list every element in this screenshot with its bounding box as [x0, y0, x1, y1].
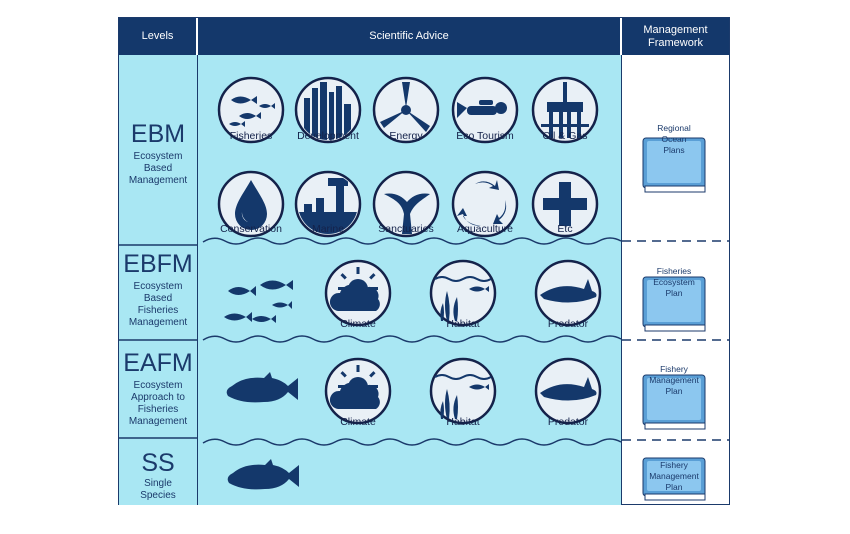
icon-label-habitat: Habitat — [446, 318, 480, 330]
level-abbr: EBM — [130, 120, 186, 148]
fish-group-icon — [224, 280, 293, 323]
icon-label-habitat: Habitat — [446, 416, 480, 428]
header-management-framework: Management Framework — [622, 18, 729, 55]
book-icon — [642, 276, 706, 332]
level-desc-line: Management — [128, 416, 188, 427]
level-desc: Ecosystem Based Fisheries Management — [119, 281, 197, 329]
level-abbr: EBFM — [123, 250, 193, 278]
level-eafm: EAFM Ecosystem Approach to Fisheries Man… — [119, 349, 197, 428]
diagram-frame: Levels Scientific Advice Management Fram… — [118, 17, 730, 505]
wave-separator-2 — [202, 335, 622, 343]
level-desc-line: Fisheries — [137, 404, 179, 415]
level-ebfm: EBFM Ecosystem Based Fisheries Managemen… — [119, 250, 197, 329]
plan-line: Management — [649, 375, 699, 385]
level-desc-line: Ecosystem — [133, 281, 183, 292]
level-desc: Ecosystem Based Management — [119, 151, 197, 187]
levels-column-panel — [119, 55, 197, 505]
water-drop-icon — [217, 170, 285, 238]
level-desc-line: Ecosystem — [133, 151, 183, 162]
sun-cloud-icon — [324, 357, 392, 425]
plan-line: Regional — [657, 123, 691, 133]
icon-label-eco-tourism: Eco Tourism — [456, 130, 514, 142]
level-desc-line: Approach to — [131, 392, 185, 403]
plan-line: Ocean — [661, 134, 687, 144]
icon-label-predator: Predator — [547, 416, 589, 428]
icon-label-oil-gas: Oil & Gas — [542, 130, 588, 142]
level-desc-line: Based — [143, 293, 173, 304]
level-desc-line: Based — [143, 163, 173, 174]
level-abbr: EAFM — [123, 349, 193, 377]
icon-label-climate: Climate — [340, 318, 376, 330]
header-advice-label: Scientific Advice — [369, 30, 449, 42]
whale-tail-icon — [372, 170, 440, 238]
header-levels: Levels — [119, 18, 197, 55]
plan-fishery-management: Fishery Management Plan — [644, 460, 704, 493]
icon-label-marine: Marine — [311, 223, 345, 235]
plan-line: Plan — [665, 288, 683, 298]
wave-separator-3 — [202, 438, 622, 446]
plan-regional-ocean: Regional Ocean Plans — [644, 123, 704, 156]
shark-icon — [534, 259, 602, 327]
header-management-label: Management Framework — [643, 23, 708, 49]
icon-label-conservation: Conservation — [220, 223, 282, 235]
fish-school-icon — [217, 76, 285, 144]
level-ebm: EBM Ecosystem Based Management — [119, 120, 197, 187]
plan-line: Plan — [665, 482, 683, 492]
level-desc-line: Fisheries — [137, 305, 179, 316]
icon-label-aquaculture: Aquaculture — [456, 223, 514, 235]
level-abbr: SS — [141, 449, 175, 477]
plan-line: Plans — [663, 145, 685, 155]
plan-fishery-management: Fishery Management Plan — [644, 364, 704, 397]
city-buildings-icon — [294, 76, 362, 144]
icon-label-sanctuaries: Sanctuaries — [378, 223, 434, 235]
icon-label-development: Development — [297, 130, 359, 142]
plan-fisheries-ecosystem: Fisheries Ecosystem Plan — [644, 266, 704, 299]
plan-line: Fishery — [660, 460, 688, 470]
marine-dumping-icon — [294, 170, 362, 238]
book-icon — [642, 457, 706, 501]
oil-rig-icon — [531, 76, 599, 144]
book-icon — [642, 137, 706, 193]
icon-label-etc: Etc — [557, 223, 573, 235]
plan-line: Fishery — [660, 364, 688, 374]
level-desc-line: Species — [140, 490, 176, 501]
plan-line: Management — [649, 471, 699, 481]
level-desc-line: Management — [128, 175, 188, 186]
level-desc: Ecosystem Approach to Fisheries Manageme… — [119, 380, 197, 428]
plan-line: Fisheries — [656, 266, 692, 276]
book-icon — [642, 374, 706, 430]
large-fish-icon — [226, 372, 298, 403]
seagrass-fish-icon — [429, 259, 497, 327]
single-fish-icon — [227, 459, 299, 490]
icon-label-predator: Predator — [547, 318, 589, 330]
icon-label-fisheries: Fisheries — [229, 130, 273, 142]
level-desc-line: Ecosystem — [133, 380, 183, 391]
sun-cloud-icon — [324, 259, 392, 327]
diagram-body — [119, 55, 729, 505]
plan-line: Plan — [665, 386, 683, 396]
header-scientific-advice: Scientific Advice — [198, 18, 621, 55]
plan-line: Ecosystem — [653, 277, 695, 287]
wind-turbine-icon — [372, 76, 440, 144]
icon-label-energy: Energy — [389, 130, 423, 142]
level-ss: SS Single Species — [119, 449, 197, 502]
fish-cycle-icon — [451, 170, 519, 238]
icon-label-climate: Climate — [340, 416, 376, 428]
wave-separator-1 — [202, 237, 622, 245]
shark-icon — [534, 357, 602, 425]
level-desc-line: Single — [144, 478, 172, 489]
level-desc: Single Species — [119, 478, 197, 502]
plus-icon — [531, 170, 599, 238]
diver-icon — [451, 76, 519, 144]
seagrass-fish-icon — [429, 357, 497, 425]
header-levels-label: Levels — [141, 30, 174, 42]
level-desc-line: Management — [128, 317, 188, 328]
